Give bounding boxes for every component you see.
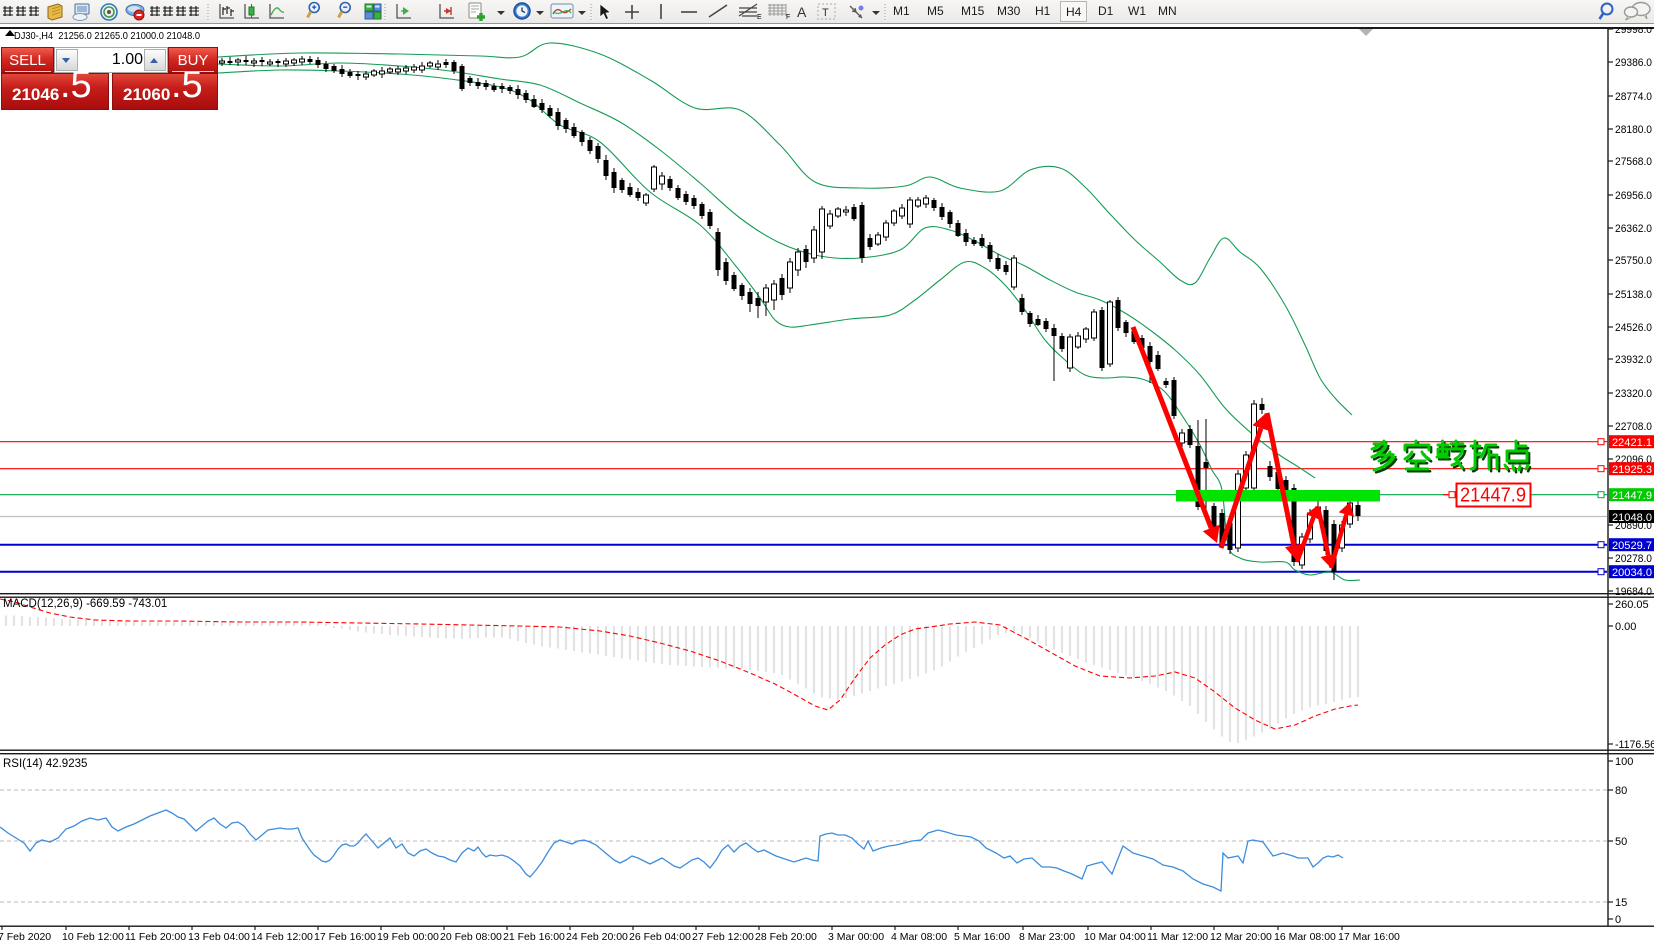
svg-text:29998.0: 29998.0	[1615, 27, 1652, 36]
svg-text:22708.0: 22708.0	[1615, 421, 1652, 433]
svg-text:50: 50	[1615, 836, 1627, 848]
svg-text:21 Feb 16:00: 21 Feb 16:00	[503, 931, 565, 943]
svg-text:28774.0: 28774.0	[1615, 91, 1652, 103]
svg-text:10 Mar 04:00: 10 Mar 04:00	[1084, 931, 1146, 943]
svg-text:27 Feb 12:00: 27 Feb 12:00	[692, 931, 754, 943]
svg-text:29386.0: 29386.0	[1615, 57, 1652, 69]
svg-text:26 Feb 04:00: 26 Feb 04:00	[629, 931, 691, 943]
svg-text:T: T	[822, 7, 829, 19]
svg-text:26362.0: 26362.0	[1615, 223, 1652, 235]
svg-text:8 Mar 23:00: 8 Mar 23:00	[1019, 931, 1075, 943]
svg-text:11 Feb 20:00: 11 Feb 20:00	[125, 931, 186, 943]
svg-text:19 Feb 00:00: 19 Feb 00:00	[377, 931, 439, 943]
svg-text:13 Feb 04:00: 13 Feb 04:00	[188, 931, 250, 943]
svg-text:11 Mar 12:00: 11 Mar 12:00	[1147, 931, 1208, 943]
svg-text:24526.0: 24526.0	[1615, 322, 1652, 334]
svg-text:28 Feb 20:00: 28 Feb 20:00	[755, 931, 817, 943]
svg-text:20 Feb 08:00: 20 Feb 08:00	[440, 931, 502, 943]
svg-text:21447.9: 21447.9	[1460, 485, 1526, 507]
svg-text:0: 0	[1615, 914, 1621, 926]
svg-text:20529.7: 20529.7	[1612, 540, 1652, 552]
svg-text:19684.0: 19684.0	[1615, 586, 1652, 598]
svg-text:21925.3: 21925.3	[1612, 464, 1652, 476]
svg-text:16 Mar 08:00: 16 Mar 08:00	[1274, 931, 1336, 943]
svg-text:7 Feb 2020: 7 Feb 2020	[0, 931, 51, 943]
svg-text:260.05: 260.05	[1615, 599, 1649, 611]
svg-text:23932.0: 23932.0	[1615, 354, 1652, 366]
svg-text:MACD(12,26,9) -669.59 -743.01: MACD(12,26,9) -669.59 -743.01	[3, 598, 167, 610]
svg-text:100: 100	[1615, 756, 1633, 768]
svg-text:-1176.56: -1176.56	[1615, 739, 1654, 751]
svg-text:25750.0: 25750.0	[1615, 255, 1652, 267]
svg-text:17 Mar 16:00: 17 Mar 16:00	[1338, 931, 1400, 943]
svg-text:23320.0: 23320.0	[1615, 388, 1652, 400]
svg-text:21447.9: 21447.9	[1612, 490, 1652, 502]
svg-text:24 Feb 20:00: 24 Feb 20:00	[566, 931, 628, 943]
svg-text:10 Feb 12:00: 10 Feb 12:00	[62, 931, 124, 943]
svg-text:DJ30-,H4 21256.0 21265.0 2100: DJ30-,H4 21256.0 21265.0 21000.0 21048.0	[14, 30, 200, 42]
svg-text:0.00: 0.00	[1615, 621, 1636, 633]
svg-text:F: F	[786, 14, 790, 21]
svg-text:3 Mar 00:00: 3 Mar 00:00	[828, 931, 884, 943]
svg-text:12 Mar 20:00: 12 Mar 20:00	[1210, 931, 1272, 943]
svg-text:20278.0: 20278.0	[1615, 553, 1652, 565]
svg-text:4 Mar 08:00: 4 Mar 08:00	[891, 931, 947, 943]
svg-text:22421.1: 22421.1	[1612, 437, 1652, 449]
svg-text:A: A	[797, 4, 807, 20]
svg-text:RSI(14) 42.9235: RSI(14) 42.9235	[3, 758, 87, 770]
svg-text:17 Feb 16:00: 17 Feb 16:00	[314, 931, 376, 943]
svg-text:15: 15	[1615, 897, 1627, 909]
svg-text:20034.0: 20034.0	[1612, 567, 1652, 579]
svg-text:26956.0: 26956.0	[1615, 190, 1652, 202]
svg-text:28180.0: 28180.0	[1615, 124, 1652, 136]
svg-text:5 Mar 16:00: 5 Mar 16:00	[954, 931, 1010, 943]
svg-text:27568.0: 27568.0	[1615, 156, 1652, 168]
svg-text:25138.0: 25138.0	[1615, 289, 1652, 301]
svg-text:14 Feb 12:00: 14 Feb 12:00	[251, 931, 313, 943]
svg-text:80: 80	[1615, 785, 1627, 797]
svg-text:21048.0: 21048.0	[1612, 512, 1652, 524]
svg-text:E: E	[757, 14, 762, 21]
